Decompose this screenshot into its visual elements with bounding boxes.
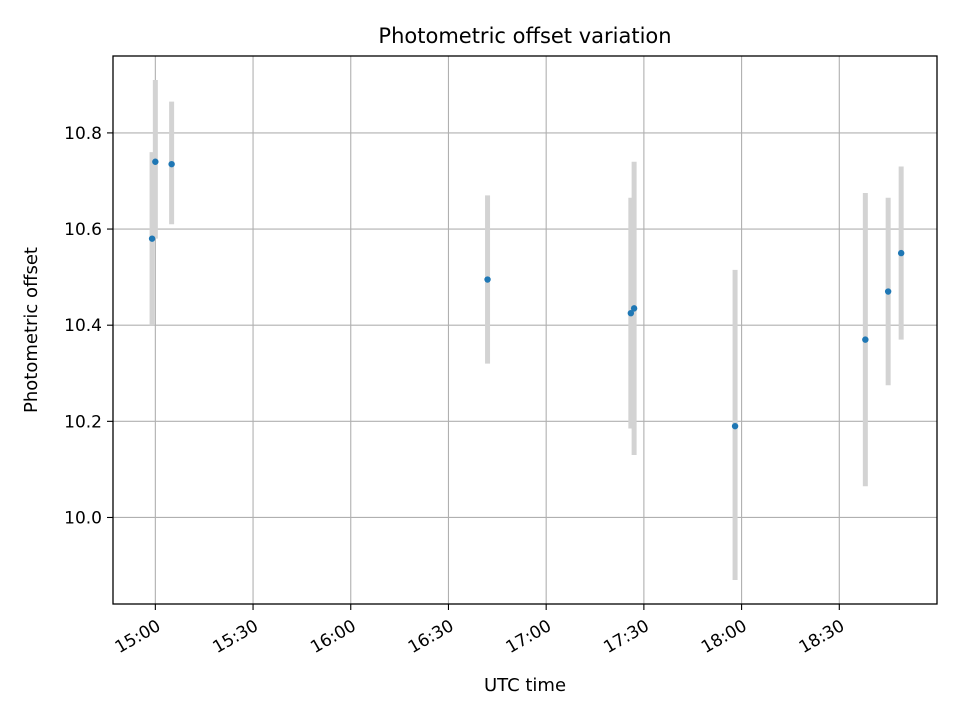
grid-layer	[113, 56, 937, 604]
data-point	[630, 305, 638, 312]
x-tick-label: 18:00	[698, 616, 750, 658]
y-tick-label: 10.6	[64, 220, 102, 240]
data-point	[627, 309, 635, 317]
tick-layer: 15:00 15:30 16:00 16:30 17:00 17:30 18:00 18:30…	[64, 124, 848, 658]
data-point	[731, 422, 739, 430]
x-tick-label: 15:00	[112, 616, 164, 658]
data-point	[168, 160, 175, 168]
data-point	[148, 235, 156, 242]
x-tick-label: 18:30	[796, 616, 848, 658]
y-tick-label: 10.2	[64, 412, 102, 432]
chart-title: Photometric offset variation	[378, 24, 671, 48]
x-axis-title: UTC time	[484, 675, 566, 696]
y-tick-label: 10.4	[64, 316, 102, 336]
plot-frame	[112, 55, 938, 605]
x-tick-label: 17:30	[600, 616, 652, 658]
errorbar-layer	[149, 80, 904, 580]
y-tick-label: 10.0	[64, 508, 102, 528]
x-tick-label: 16:30	[405, 616, 457, 658]
x-tick-label: 15:30	[209, 616, 261, 658]
x-tick-label: 16:00	[307, 616, 359, 658]
data-point	[152, 158, 159, 165]
y-axis-title: Photometric offset	[21, 247, 42, 413]
data-point	[897, 249, 905, 257]
x-tick-label: 17:00	[503, 616, 555, 658]
y-tick-label: 10.8	[64, 124, 102, 144]
data-point	[862, 336, 869, 343]
data-point	[884, 288, 892, 295]
point-layer	[148, 158, 905, 430]
data-point	[484, 276, 491, 283]
